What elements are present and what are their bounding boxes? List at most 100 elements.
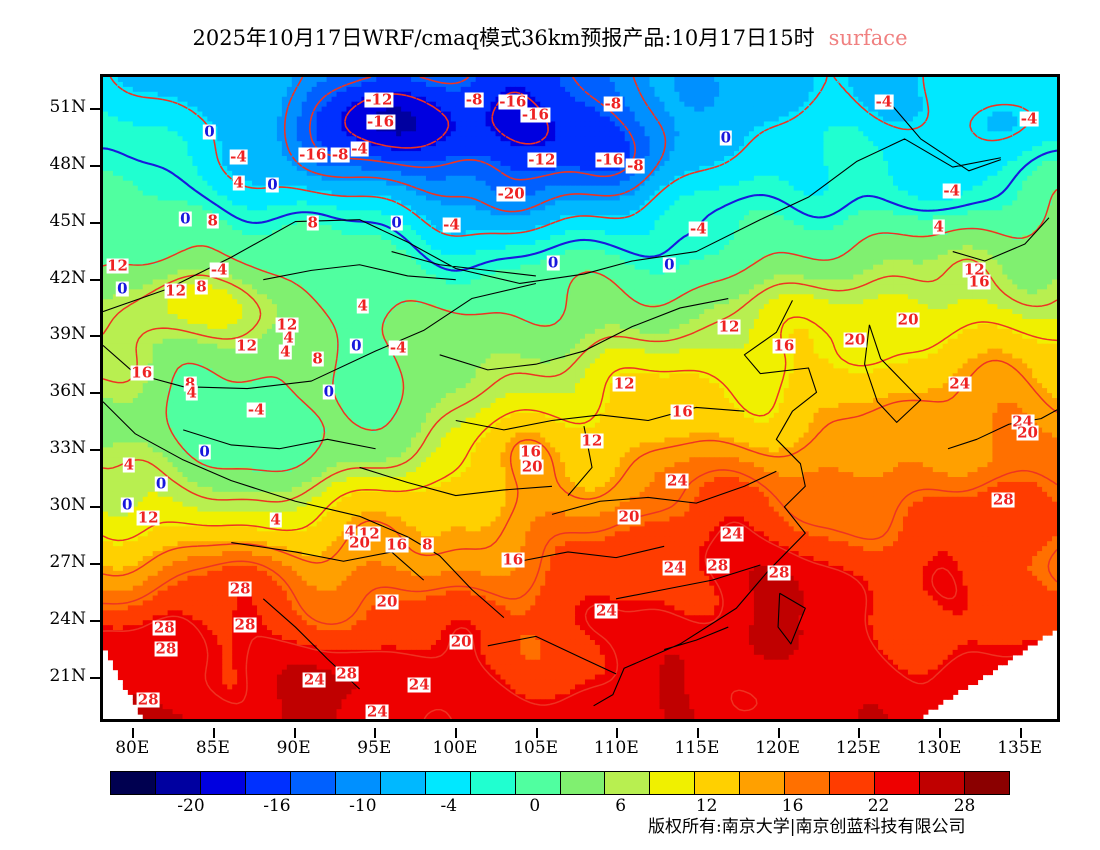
colorbar-swatch	[740, 772, 786, 794]
contour-label: -12	[527, 152, 557, 168]
colorbar-tick-label: 22	[868, 796, 890, 816]
colorbar-swatch	[335, 772, 381, 794]
y-tick-label: 51N	[49, 97, 86, 117]
colorbar-swatch	[695, 772, 741, 794]
colorbar-swatch	[650, 772, 696, 794]
x-tick-label: 95E	[357, 738, 391, 758]
y-tick-label: 42N	[49, 268, 86, 288]
contour-label: -4	[350, 141, 369, 157]
y-tick-mark	[90, 335, 100, 338]
contour-label: 20	[843, 332, 867, 348]
contour-label: -12	[364, 92, 394, 108]
colorbar-swatch	[785, 772, 831, 794]
x-axis-labels: 80E 85E 90E 95E 100E 105E 110E 115E 120E 125E 130E…	[100, 728, 1060, 758]
contour-label: 0	[350, 338, 363, 354]
chart-title: 2025年10月17日WRF/cmaq模式36km预报产品:10月17日15时 s…	[0, 22, 1100, 52]
contour-label: 24	[594, 603, 618, 619]
contour-label: -4	[874, 94, 894, 110]
contour-label: 20	[449, 634, 473, 650]
contour-label: 16	[501, 552, 525, 568]
contour-label: 24	[948, 376, 972, 392]
contour-label: -4	[209, 262, 229, 278]
y-tick-mark	[90, 108, 100, 111]
contour-label: -4	[388, 340, 408, 356]
x-tick-mark	[293, 728, 296, 738]
x-tick-label: 100E	[433, 738, 478, 758]
colorbar-swatch	[200, 772, 246, 794]
x-tick-label: 135E	[997, 738, 1042, 758]
title-main-text: 2025年10月17日WRF/cmaq模式36km预报产品:10月17日15时	[193, 26, 815, 50]
contour-label: 0	[663, 257, 676, 273]
y-tick-mark	[90, 278, 100, 281]
contour-label: 0	[266, 177, 279, 193]
colorbar-swatch	[605, 772, 651, 794]
contour-label: 12	[275, 317, 299, 333]
colorbar[interactable]	[110, 771, 1010, 795]
contour-label: 4	[269, 512, 282, 528]
y-tick-mark	[90, 392, 100, 395]
colorbar-tick-label: 28	[954, 796, 976, 816]
contour-label: -20	[496, 186, 526, 202]
contour-label: 0	[322, 384, 336, 400]
colorbar-tick-label: 12	[696, 796, 718, 816]
contour-label: 16	[519, 444, 542, 460]
y-tick-mark	[90, 676, 100, 679]
y-tick-label: 39N	[49, 324, 86, 344]
contour-label: 24	[662, 560, 686, 576]
x-tick-mark	[777, 728, 780, 738]
colorbar-swatch	[965, 772, 1010, 794]
contour-label: -4	[1019, 111, 1039, 127]
contour-label: 0	[390, 215, 403, 231]
x-tick-mark	[1019, 728, 1022, 738]
colorbar-tick-label: 0	[529, 796, 540, 816]
contour-label: -8	[330, 147, 350, 163]
contour-label: 28	[706, 558, 730, 574]
colorbar-tick-labels: -20 -16 -10 -4 0 6 12 16 22 28	[110, 796, 1010, 820]
x-tick-mark	[696, 728, 699, 738]
contour-label: -8	[603, 96, 623, 112]
x-tick-mark	[454, 728, 457, 738]
x-tick-label: 80E	[115, 738, 149, 758]
y-tick-label: 24N	[49, 609, 86, 629]
contour-label: 28	[152, 620, 176, 636]
contour-label: -16	[595, 152, 625, 168]
x-tick-label: 120E	[755, 738, 800, 758]
contour-label: 0	[198, 444, 211, 460]
contour-label: 4	[185, 385, 198, 401]
contour-label: 12	[235, 338, 259, 354]
y-tick-mark	[90, 449, 100, 452]
y-tick-mark	[90, 619, 100, 622]
contour-label: 4	[122, 457, 136, 473]
colorbar-swatch	[290, 772, 336, 794]
map-plot-area[interactable]: -12 -16 -8 -16 -16 -8 -4 -4 0 -4 -16 -8 -4 -12 -16 -8 0 4…	[100, 74, 1060, 722]
contour-label: 0	[179, 211, 192, 227]
colorbar-swatch	[245, 772, 291, 794]
colorbar-swatch	[875, 772, 921, 794]
contour-label: 28	[136, 692, 160, 708]
y-axis-labels: 51N 48N 45N 42N 39N 36N 33N 30N 27N 24N 21N	[0, 74, 100, 722]
x-tick-mark	[616, 728, 619, 738]
contour-label: 28	[154, 641, 178, 657]
y-tick-label: 21N	[49, 666, 86, 686]
contour-label: 0	[154, 476, 168, 492]
y-tick-label: 48N	[49, 154, 86, 174]
contour-label: 16	[385, 537, 409, 553]
contour-label: -4	[246, 402, 266, 418]
contour-label: 20	[348, 535, 371, 551]
x-tick-mark	[374, 728, 377, 738]
colorbar-tick-label: -10	[349, 796, 376, 816]
contour-label: 4	[932, 219, 945, 235]
contour-label: 12	[580, 433, 604, 449]
contour-label: 4	[232, 175, 245, 191]
contour-label: 4	[356, 298, 369, 314]
contour-label: 16	[967, 274, 991, 290]
contour-label: -8	[464, 92, 484, 108]
contour-label: 0	[203, 124, 216, 140]
x-tick-label: 125E	[836, 738, 881, 758]
contour-label: 20	[617, 509, 641, 525]
contour-label: 12	[106, 258, 129, 274]
contour-label: -16	[298, 147, 328, 163]
title-level-text: surface	[829, 26, 908, 50]
contour-label: 28	[228, 581, 252, 597]
x-tick-label: 105E	[513, 738, 558, 758]
